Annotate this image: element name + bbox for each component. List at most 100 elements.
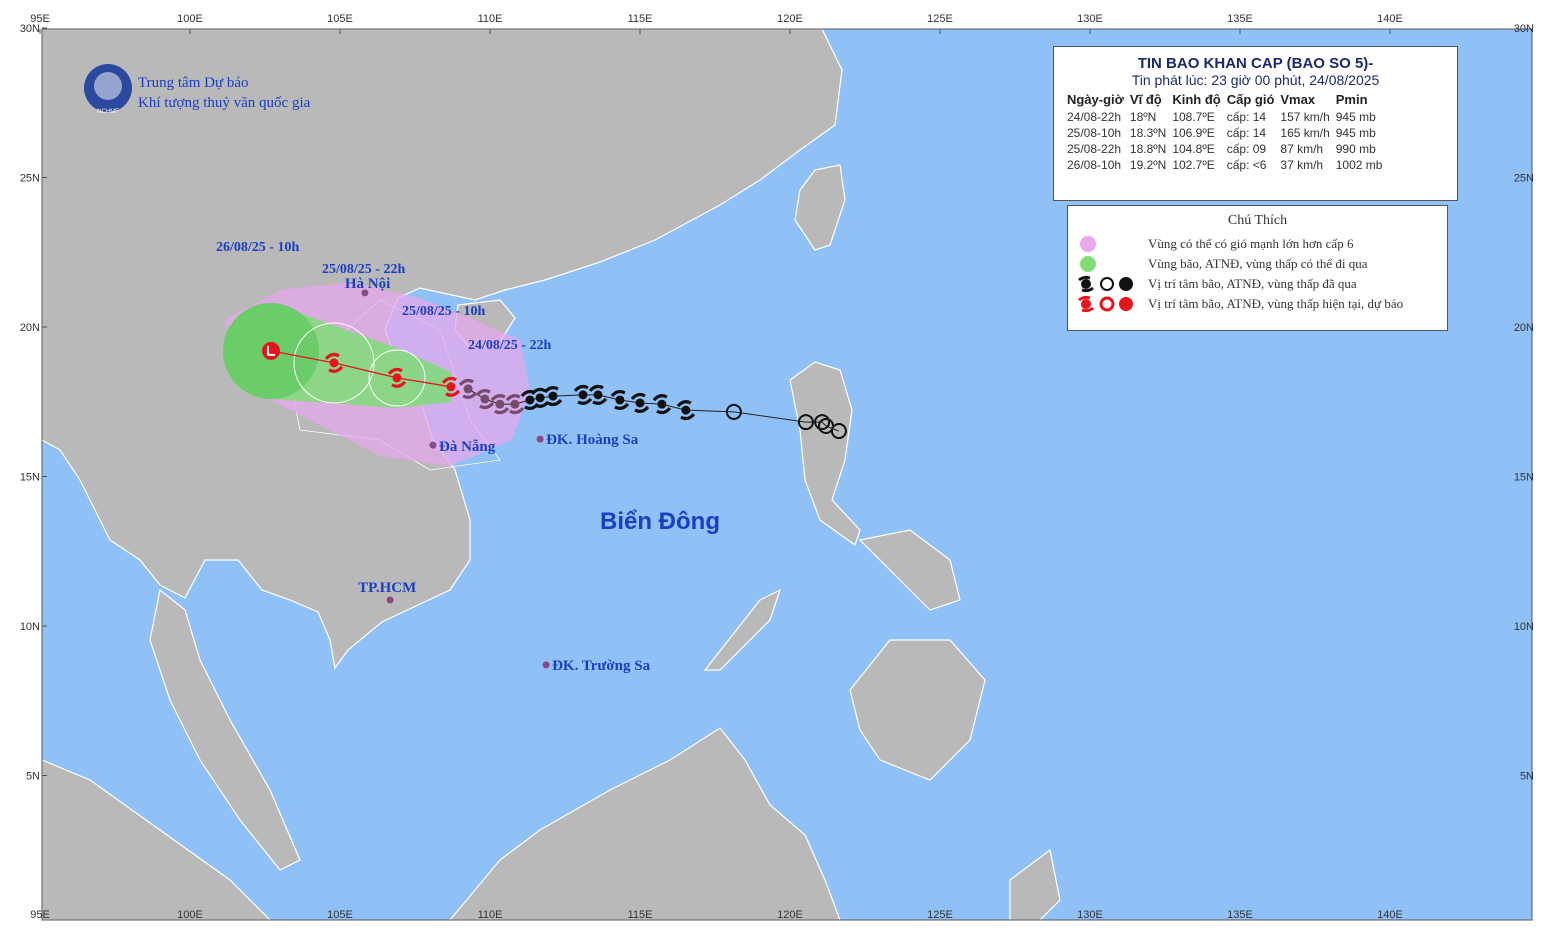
place-label: Hà Nội bbox=[345, 276, 390, 292]
storm-symbol bbox=[543, 386, 563, 407]
storm-symbol bbox=[490, 394, 510, 415]
y-tick-label: 5N bbox=[1520, 771, 1534, 783]
column-header: Cấp gió bbox=[1226, 92, 1275, 107]
table-cell: 945 mb bbox=[1335, 110, 1376, 124]
low-symbol bbox=[262, 341, 280, 360]
storm-eye bbox=[635, 398, 645, 408]
cone-circle bbox=[293, 322, 375, 404]
logo: NCHMF bbox=[84, 64, 132, 115]
x-tick-label: 125E bbox=[927, 909, 953, 921]
legend-item: Vị trí tâm bão, ATNĐ, vùng thấp hiện tại… bbox=[1148, 296, 1404, 311]
x-tick-label: 105E bbox=[327, 909, 353, 921]
storm-eye bbox=[681, 405, 691, 415]
x-tick-label: 135E bbox=[1227, 909, 1253, 921]
table-cell: cấp: 14 bbox=[1226, 110, 1267, 124]
storm-arm bbox=[630, 392, 650, 413]
storm-symbol bbox=[387, 367, 407, 388]
storm-arm bbox=[530, 387, 550, 408]
x-tick-label: 95E bbox=[30, 909, 50, 921]
storm-eye bbox=[525, 395, 535, 405]
map-frame bbox=[41, 28, 1533, 921]
storm-symbol bbox=[530, 387, 550, 408]
land bbox=[41, 28, 1061, 921]
storm-symbol bbox=[630, 392, 650, 413]
table-cell: 26/08-10h bbox=[1067, 158, 1122, 172]
storm-arm bbox=[387, 367, 407, 388]
storm-eye bbox=[480, 394, 490, 404]
x-tick-label: 130E bbox=[1077, 13, 1103, 25]
table-cell: 104.8ºE bbox=[1172, 142, 1215, 156]
table-cell: 25/08-10h bbox=[1067, 126, 1122, 140]
forecast-label: 26/08/25 - 10h bbox=[216, 240, 299, 255]
table-cell: 18.8ºN bbox=[1129, 142, 1167, 156]
column-header: Ngày-giờ bbox=[1067, 92, 1124, 107]
storm-eye bbox=[578, 390, 588, 400]
table-cell: 87 km/h bbox=[1280, 142, 1324, 156]
x-tick-label: 115E bbox=[628, 13, 653, 25]
storm-arm bbox=[676, 400, 696, 421]
storm-symbol bbox=[458, 378, 478, 399]
column-header: Kinh độ bbox=[1172, 92, 1221, 107]
place-label: TP.HCM bbox=[358, 580, 416, 596]
low-letter bbox=[267, 345, 275, 356]
table-cell: 157 km/h bbox=[1280, 110, 1330, 124]
legend-title: Chú Thích bbox=[1227, 213, 1288, 228]
place-label: ĐK. Trường Sa bbox=[552, 658, 651, 674]
x-tick-label: 100E bbox=[177, 909, 203, 921]
x-tick-label: 105E bbox=[327, 13, 353, 25]
table-cell: 108.7ºE bbox=[1172, 110, 1215, 124]
storm-arm bbox=[490, 394, 510, 415]
org-name: Trung tâm Dự báo bbox=[138, 75, 249, 91]
storm-eye bbox=[535, 393, 545, 403]
y-tick-label: 5N bbox=[26, 771, 40, 783]
y-tick-label: 15N bbox=[1514, 472, 1534, 484]
low-center bbox=[262, 341, 280, 360]
x-tick-label: 100E bbox=[177, 13, 203, 25]
legend-item: Vùng có thể có gió mạnh lớn hơn cấp 6 bbox=[1148, 236, 1354, 251]
table-cell: 19.2ºN bbox=[1129, 158, 1167, 172]
table-subtitle: Tin phát lúc: 23 giờ 00 phút, 24/08/2025 bbox=[1131, 72, 1380, 88]
logo-text: NCHMF bbox=[97, 109, 119, 115]
table-row: 24/08-22h 18ºN 108.7ºE cấp: 14 157 km/h 945 m… bbox=[1064, 109, 1385, 125]
place-dot bbox=[361, 289, 369, 297]
table-row: 25/08-22h 18.8ºN 104.8ºE cấp: 09 87 km/h 990 … bbox=[1064, 141, 1385, 157]
place-dot bbox=[536, 435, 544, 443]
storm-symbol bbox=[676, 400, 696, 421]
forecast-label: 25/08/25 - 22h bbox=[322, 262, 405, 277]
storm-eye bbox=[615, 395, 625, 405]
storm-arm bbox=[458, 378, 478, 399]
low-symbol bbox=[830, 423, 847, 440]
x-tick-label: 120E bbox=[777, 909, 803, 921]
x-tick-label: 115E bbox=[628, 909, 653, 921]
legend-symbols bbox=[1078, 236, 1133, 313]
column-header: Vĩ độ bbox=[1129, 92, 1162, 107]
place-label: ĐK. Hoàng Sa bbox=[546, 432, 639, 448]
storm-arm bbox=[573, 384, 593, 405]
table-cell: 37 km/h bbox=[1280, 158, 1324, 172]
x-tick-label: 135E bbox=[1227, 13, 1253, 25]
storm-symbol bbox=[588, 384, 608, 405]
forecast-label: 25/08/25 - 10h bbox=[402, 304, 485, 319]
low-center bbox=[797, 414, 814, 431]
y-tick-label: 30N bbox=[1514, 23, 1534, 35]
table-cell: 1002 mb bbox=[1335, 158, 1383, 172]
y-tick-label: 25N bbox=[20, 173, 40, 185]
y-tick-label: 20N bbox=[1514, 322, 1534, 334]
x-tick-label: 110E bbox=[478, 909, 503, 921]
storm-eye bbox=[495, 399, 505, 409]
sea-label: Biển Đông bbox=[600, 508, 720, 535]
storm-arm bbox=[441, 376, 461, 397]
table: Ngày-giờ Vĩ độ Kinh độ Cấp gió Vmax Pmin 24/08… bbox=[1064, 90, 1385, 173]
x-tick-label: 120E bbox=[777, 13, 803, 25]
storm-eye bbox=[463, 384, 473, 394]
place-label: Đà Nẵng bbox=[439, 439, 496, 455]
low-center bbox=[830, 423, 847, 440]
storm-arm bbox=[610, 389, 630, 411]
x-tick-label: 110E bbox=[478, 13, 503, 25]
table-cell: cấp: 14 bbox=[1226, 126, 1267, 140]
storm-arm bbox=[505, 394, 525, 415]
low-symbol bbox=[725, 403, 742, 420]
x-tick-label: 125E bbox=[927, 13, 953, 25]
place-dot bbox=[542, 661, 550, 669]
